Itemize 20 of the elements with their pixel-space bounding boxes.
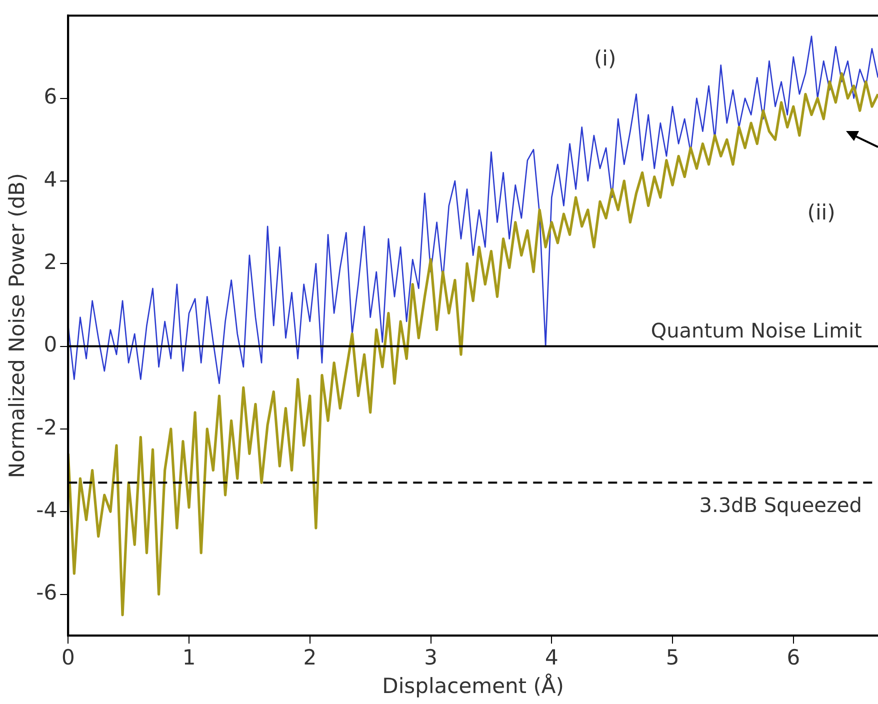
x-axis-title: Displacement (Å)	[382, 672, 564, 698]
y-tick-label: 4	[44, 167, 58, 192]
y-tick-label: 2	[44, 250, 58, 274]
y-tick-label: -2	[36, 415, 58, 440]
y-tick-label: 0	[44, 332, 58, 357]
x-tick-label: 2	[303, 646, 317, 670]
x-tick-label: 4	[544, 646, 558, 670]
y-tick-label: 6	[44, 84, 58, 109]
x-tick-label: 3	[424, 646, 438, 670]
annotation: (ii)	[807, 200, 836, 224]
y-tick-label: -4	[36, 498, 58, 522]
x-tick-label: 6	[786, 646, 800, 670]
x-tick-label: 1	[182, 646, 196, 670]
y-tick-label: -6	[36, 580, 58, 605]
ref-line-label: Quantum Noise Limit	[650, 318, 862, 342]
annotation: (i)	[594, 46, 616, 71]
x-tick-label: 0	[61, 646, 75, 670]
y-axis-title: Normalized Noise Power (dB)	[5, 173, 30, 478]
x-tick-label: 5	[666, 646, 680, 670]
ref-line-label: 3.3dB Squeezed	[699, 492, 862, 517]
